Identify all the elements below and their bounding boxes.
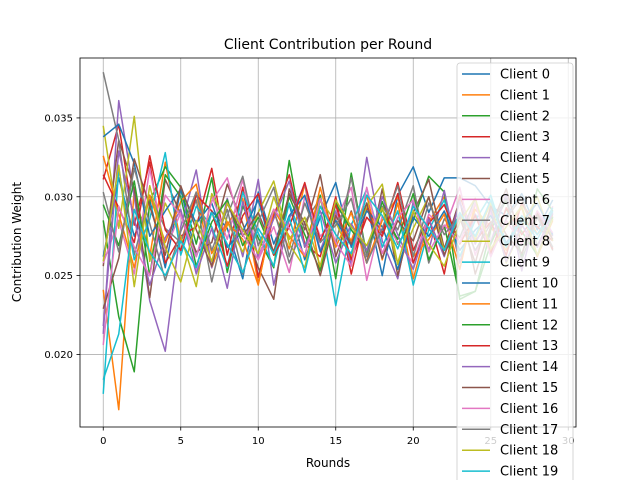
x-tick-label: 5 bbox=[178, 436, 184, 447]
chart-title: Client Contribution per Round bbox=[224, 37, 432, 53]
legend-label: Client 18 bbox=[500, 444, 558, 459]
legend-label: Client 10 bbox=[500, 277, 558, 292]
axes-frame bbox=[79, 57, 577, 428]
legend-label: Client 8 bbox=[500, 235, 550, 250]
y-axis-label: Contribution Weight bbox=[10, 182, 24, 302]
legend-label: Client 6 bbox=[500, 193, 550, 208]
x-tick-label: 0 bbox=[100, 436, 106, 447]
legend-label: Client 0 bbox=[500, 68, 550, 83]
y-tick-label: 0.030 bbox=[44, 192, 73, 203]
legend-label: Client 14 bbox=[500, 360, 558, 375]
x-tick-label: 10 bbox=[252, 436, 265, 447]
x-tick-label: 15 bbox=[329, 436, 342, 447]
legend-label: Client 5 bbox=[500, 172, 550, 187]
legend-label: Client 11 bbox=[500, 297, 558, 312]
legend-label: Client 12 bbox=[500, 318, 558, 333]
legend-box bbox=[456, 62, 574, 480]
legend-label: Client 9 bbox=[500, 256, 550, 271]
legend-label: Client 13 bbox=[500, 339, 558, 354]
legend-label: Client 17 bbox=[500, 423, 558, 438]
legend-label: Client 2 bbox=[500, 109, 550, 124]
legend-label: Client 3 bbox=[500, 130, 550, 145]
legend: Client 0 Client 1 Client 2 Client 3 Client 4… bbox=[456, 62, 574, 480]
legend-label: Client 16 bbox=[500, 402, 558, 417]
legend-label: Client 15 bbox=[500, 381, 558, 396]
y-tick-label: 0.020 bbox=[44, 350, 73, 361]
legend-label: Client 1 bbox=[500, 88, 550, 103]
legend-label: Client 7 bbox=[500, 214, 550, 229]
legend-label: Client 4 bbox=[500, 151, 550, 166]
x-tick-label: 20 bbox=[407, 436, 420, 447]
y-tick-label: 0.035 bbox=[44, 113, 73, 124]
legend-label: Client 19 bbox=[500, 465, 558, 480]
x-axis-label: Rounds bbox=[306, 456, 350, 470]
y-tick-label: 0.025 bbox=[44, 271, 73, 282]
